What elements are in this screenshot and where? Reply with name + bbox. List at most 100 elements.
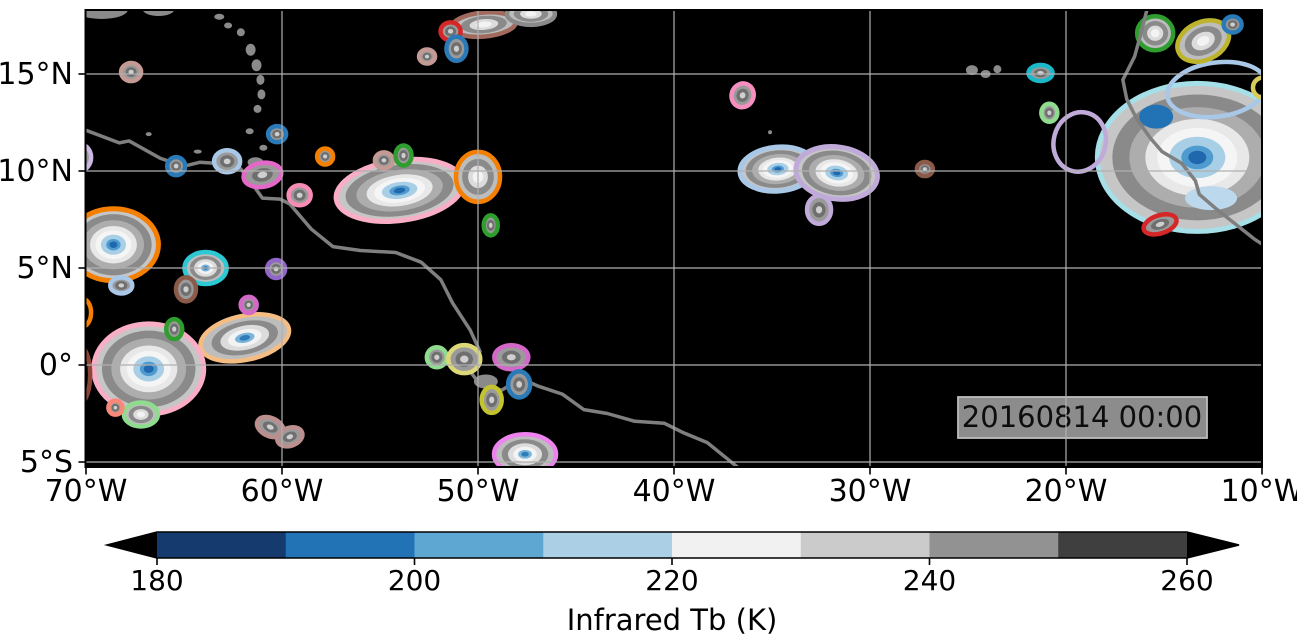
island — [214, 13, 225, 20]
cluster-fill — [173, 163, 179, 169]
cluster-fill — [77, 154, 83, 161]
cluster-fill — [521, 451, 529, 457]
cluster-fill — [273, 266, 279, 272]
cluster-fill — [274, 132, 280, 137]
cloud-cluster — [121, 400, 161, 429]
cluster-fill — [85, 154, 87, 161]
cloud-cluster — [793, 144, 880, 202]
cluster-fill — [266, 424, 274, 430]
cluster-fill — [1188, 150, 1207, 165]
x-tick-label: 50°W — [437, 474, 520, 509]
cluster-contour — [85, 143, 94, 172]
cloud-cluster — [265, 123, 289, 145]
cloud-cluster — [108, 275, 135, 296]
cluster-fill — [506, 354, 516, 361]
colorbar-segment — [672, 532, 802, 558]
colorbar-tick-label: 180 — [130, 564, 183, 597]
colorbar-arrow-right — [1187, 532, 1239, 558]
island — [145, 132, 152, 137]
cluster-fill — [109, 241, 118, 248]
colorbar-segment — [157, 532, 287, 558]
cloud-cluster — [85, 297, 94, 329]
x-tick-label: 30°W — [829, 474, 912, 509]
cloud-cluster — [1139, 104, 1174, 129]
y-tick-label: 0° — [39, 348, 73, 383]
cloud-cluster — [85, 206, 161, 284]
cloud-cluster — [729, 81, 756, 110]
map-area: 20160814 00:00 — [77, 10, 1262, 467]
cloud-cluster — [491, 431, 559, 467]
island — [193, 149, 202, 154]
cluster-fill — [424, 54, 430, 59]
colorbar-tick-label: 220 — [645, 564, 698, 597]
cluster-fill — [286, 434, 294, 440]
cloud-cluster — [444, 34, 469, 64]
cloud-cluster — [314, 146, 336, 167]
cloud-cluster — [118, 60, 144, 84]
cluster-fill — [922, 167, 927, 171]
cluster-fill — [488, 222, 493, 228]
island — [245, 43, 256, 56]
coastline — [1121, 10, 1262, 247]
cluster-core — [1139, 104, 1174, 129]
cluster-fill — [525, 11, 537, 17]
cluster-fill — [739, 92, 746, 99]
x-tick-label: 60°W — [241, 474, 324, 509]
cloud-cluster — [85, 347, 93, 403]
timestamp-text: 20160814 00:00 — [962, 400, 1202, 434]
cloud-cluster — [372, 150, 396, 171]
cluster-fill — [128, 69, 134, 75]
cluster-fill — [323, 154, 328, 159]
cluster-fill — [257, 171, 268, 179]
cluster-fill — [1047, 110, 1052, 116]
island — [256, 74, 265, 85]
cloud-cluster — [481, 213, 500, 238]
cloud-cluster — [479, 384, 504, 416]
cluster-fill — [815, 206, 823, 214]
y-tick-label: 5°S — [20, 445, 73, 480]
cluster-fill — [1155, 221, 1165, 227]
cloud-cluster — [1250, 75, 1262, 100]
cloud-cluster — [91, 321, 207, 417]
cluster-fill — [489, 396, 495, 404]
cluster-fill — [296, 192, 303, 198]
colorbar-segment — [414, 532, 544, 558]
island — [259, 144, 268, 151]
cloud-cluster — [164, 154, 188, 178]
cluster-fill — [183, 286, 189, 293]
cluster-fill — [453, 45, 460, 52]
cluster-fill — [460, 355, 469, 363]
colorbar-segment — [543, 532, 673, 558]
cluster-fill — [1197, 36, 1210, 46]
cluster-contour — [1250, 75, 1262, 100]
cluster-fill — [381, 158, 387, 163]
cloud-cluster — [1094, 80, 1262, 234]
island — [768, 130, 773, 135]
colorbar-segment — [285, 532, 415, 558]
cluster-fill — [833, 170, 841, 176]
cluster-fill — [774, 167, 782, 172]
timestamp-badge: 20160814 00:00 — [957, 396, 1208, 439]
colorbar-tick-label: 260 — [1160, 564, 1213, 597]
colorbar-segment — [1058, 532, 1188, 558]
x-tick-label: 70°W — [45, 474, 128, 509]
island — [993, 65, 1002, 74]
island — [85, 10, 128, 19]
x-tick-label: 10°W — [1221, 474, 1297, 509]
cluster-fill — [393, 187, 406, 194]
colorbar-tick-label: 200 — [388, 564, 441, 597]
cluster-fill — [1230, 22, 1235, 27]
cloud-cluster — [449, 10, 519, 40]
cloud-cluster — [254, 414, 286, 440]
cloud-cluster — [446, 342, 483, 376]
cloud-cluster — [393, 143, 414, 168]
cloud-cluster — [504, 10, 558, 28]
cloud-cluster — [286, 183, 313, 208]
island — [224, 22, 233, 29]
cluster-contour — [85, 297, 94, 329]
cloud-cluster — [274, 424, 305, 449]
cluster-fill — [172, 326, 177, 332]
island — [142, 10, 175, 17]
